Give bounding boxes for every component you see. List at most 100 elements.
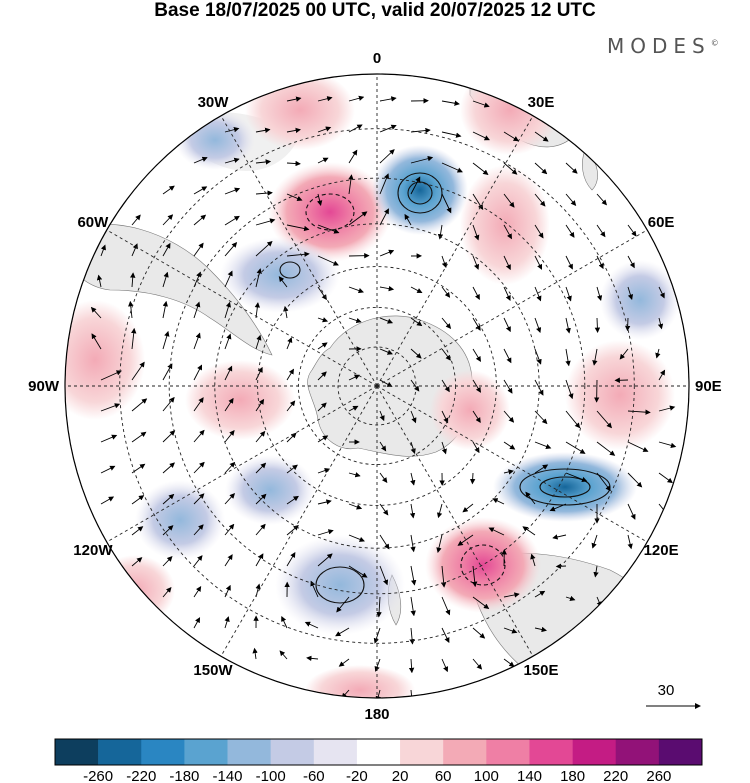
wind-vector — [410, 565, 417, 586]
wind-vector — [410, 410, 417, 424]
brand-text: MODES — [607, 34, 711, 58]
wind-vector — [348, 211, 368, 226]
wind-vector — [131, 431, 147, 443]
wind-vector — [224, 493, 236, 505]
wind-vector — [379, 534, 390, 550]
wind-vector — [162, 430, 176, 443]
wind-vector — [286, 337, 293, 350]
wind-vector — [162, 556, 173, 567]
wind-vector — [317, 286, 327, 301]
wind-vector — [472, 193, 484, 210]
wind-vector — [503, 348, 512, 364]
wind-vector — [534, 131, 549, 142]
vector-reference-label: 30 — [658, 682, 675, 699]
wind-vectors — [90, 95, 677, 698]
wind-vector — [317, 342, 328, 350]
wind-vector — [255, 190, 273, 196]
meridian-line — [376, 385, 648, 543]
colorbar-cell — [270, 739, 315, 765]
wind-vector — [469, 472, 476, 485]
wind-vector — [441, 596, 451, 616]
colorbar-cell — [313, 739, 358, 765]
wind-vector — [255, 218, 276, 226]
wind-vector — [404, 213, 412, 226]
meridian-line — [376, 115, 534, 387]
brand-mark: © — [710, 38, 719, 48]
wind-vector — [317, 157, 329, 164]
wind-vector — [131, 557, 143, 567]
longitude-label: 0 — [373, 50, 381, 67]
wind-vector — [565, 410, 581, 429]
wind-vector — [441, 441, 447, 455]
wind-vector — [596, 441, 616, 456]
wind-vector — [162, 242, 171, 257]
wind-vector — [193, 271, 202, 288]
wind-vector — [100, 403, 121, 412]
colorbar-cell — [400, 739, 444, 765]
wind-vector — [286, 127, 301, 134]
wind-vector — [441, 100, 460, 106]
wind-vector — [441, 317, 452, 329]
wind-vector — [410, 441, 416, 455]
colorbar-cell — [227, 739, 271, 765]
wind-vector — [255, 366, 263, 381]
colorbar-cell — [356, 739, 401, 765]
wind-vector — [596, 410, 612, 429]
wind-vector — [503, 441, 516, 450]
wind-vector — [96, 274, 103, 288]
wind-vector — [441, 162, 463, 173]
wind-vector — [379, 472, 388, 484]
wind-vector — [565, 193, 577, 206]
south-america-land — [67, 224, 273, 356]
wind-vector — [565, 348, 571, 367]
wind-vector — [286, 368, 294, 381]
wind-vector — [255, 398, 265, 412]
wind-vector — [131, 398, 148, 412]
wind-vector — [627, 409, 651, 415]
wind-vector — [565, 472, 588, 482]
wind-vector — [410, 534, 416, 553]
wind-vector — [317, 468, 331, 474]
wind-vector — [534, 464, 549, 474]
meridian-line — [376, 229, 648, 387]
wind-vector — [162, 185, 175, 195]
meridian-line — [376, 385, 534, 657]
colorbar-tick-label: 260 — [646, 768, 671, 783]
wind-vector — [658, 405, 676, 412]
wind-vector — [224, 127, 240, 133]
wind-vector — [552, 534, 567, 540]
wind-vector — [255, 268, 262, 288]
wind-vector — [379, 410, 385, 422]
wind-vector — [503, 286, 511, 302]
wind-vector — [348, 534, 365, 542]
wind-vector — [162, 300, 168, 319]
wind-vector — [255, 159, 272, 165]
wind-vector — [596, 286, 603, 301]
wind-vector — [655, 348, 661, 359]
wind-vector — [131, 495, 145, 505]
longitude-label: 60W — [77, 214, 109, 231]
wind-vector — [348, 174, 354, 195]
wind-vector — [317, 255, 339, 266]
wind-vector — [592, 348, 598, 366]
wind-vector — [534, 317, 542, 334]
colorbar-tick-label: -60 — [303, 768, 325, 783]
wind-vector — [503, 162, 518, 175]
wind-vector — [410, 156, 434, 164]
colorbar-cell — [486, 739, 530, 765]
colorbar-tick-label: 100 — [474, 768, 499, 783]
colorbar-tick-label: 180 — [560, 768, 585, 783]
wind-vector — [252, 647, 258, 660]
wind-vector — [534, 626, 547, 633]
wind-vector — [472, 410, 481, 424]
wind-vector — [283, 305, 289, 319]
wind-vector — [658, 369, 666, 381]
wind-vector — [224, 242, 238, 257]
wind-vector — [596, 255, 604, 270]
wind-vector — [255, 334, 262, 350]
wind-vector — [255, 462, 267, 474]
longitude-labels: 0 30E 60E 90E 120E 150E 180 150W 120W 90W 60W 30W — [28, 50, 722, 723]
wind-vector — [224, 215, 240, 226]
wind-vector — [472, 100, 490, 108]
wind-vector — [193, 186, 208, 195]
